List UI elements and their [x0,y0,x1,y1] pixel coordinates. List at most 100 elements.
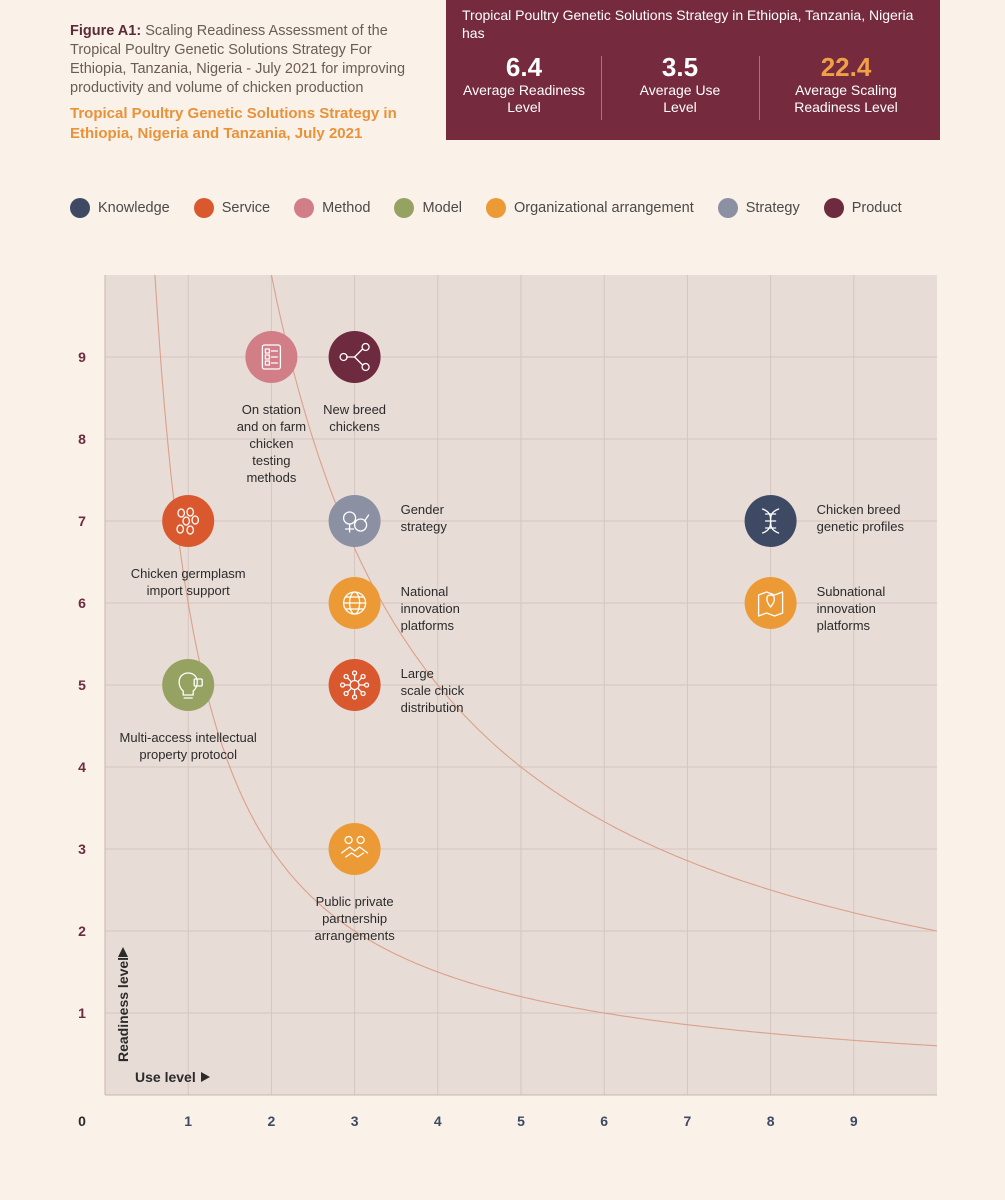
y-tick-label: 3 [78,841,86,857]
y-tick-label: 1 [78,1005,86,1021]
legend-swatch [70,198,90,218]
legend-item-product: Product [823,198,902,218]
icon-shape [343,690,349,697]
icon-shape [357,677,363,683]
x-tick-label: 9 [850,1113,858,1129]
point-label-line: methods [246,470,296,485]
point-label-line: scale chick [401,683,465,698]
stat-value: 22.4 [820,52,872,82]
point-label-line: chickens [329,419,380,434]
icon-shape [264,360,271,366]
icon-shape [353,518,368,532]
point-label-line: New breed [323,402,386,417]
data-point: Multi-access intellectual property protoc… [120,659,257,762]
icon-shape [356,835,365,845]
tick-labels: 1 2 3 4 5 6 7 8 9 1 2 3 4 5 6 7 8 9 0 [78,349,858,1129]
legend-label: Service [221,200,271,216]
point-label-line: arrangements [314,928,395,943]
stat-label: Average Readiness Level [463,82,585,115]
point-label-line: innovation [817,601,876,616]
legend-swatch [193,198,214,218]
point-label-line: platforms [401,618,455,633]
x-tick-label: 1 [184,1113,192,1129]
data-point: Subnational innovation platforms [744,577,886,633]
legend-item-service: Service [193,198,271,218]
icon-shape [351,670,358,676]
legend-swatch [823,198,844,218]
y-tick-label: 2 [78,923,86,939]
legend-item-method: Method [294,198,370,218]
point-label-line: Gender [401,502,445,517]
icon-shape [357,687,363,693]
point-label-line: Chicken germplasm [131,566,246,581]
icon-shape [182,516,191,526]
legend-item-model: Model [394,198,462,218]
x-tick-label: 7 [684,1113,692,1129]
legend-item-organizational-arrangement: Organizational arrangement [485,198,694,218]
x-tick-label: 8 [767,1113,775,1129]
point-label-line: import support [147,583,230,598]
point-label-line: Public private [316,894,394,909]
icon-shape [193,678,203,687]
legend-label: Knowledge [98,200,170,216]
icon-shape [176,524,185,534]
data-point: New breed chickens [323,331,386,434]
figure-text: Scaling Readiness Assessment of the Trop… [70,23,406,96]
point-label: Chicken germplasm import support [131,566,246,598]
icon-shape [344,835,353,845]
icon-shape [363,682,370,688]
icon-shape [346,677,352,683]
legend-item-strategy: Strategy [717,198,800,218]
point-label-line: testing [252,453,290,468]
figure-label: Figure A1: [70,23,142,39]
icon-shape [264,354,271,360]
point-label: National innovation platforms [401,584,460,633]
figure-subtitle: Tropical Poultry Genetic Solutions Strat… [70,105,397,142]
icon-shape [339,352,348,362]
point-label-line: Subnational [817,584,886,599]
point-label: Chicken breed genetic profiles [817,502,905,534]
legend: Knowledge Service Method Model Organizat… [70,198,926,218]
icon-shape [339,682,346,688]
y-tick-label: 7 [78,513,86,529]
point-label: Public private partnership arrangements [314,894,395,943]
point-label-line: National [401,584,449,599]
point-label: Multi-access intellectual property protoc… [120,730,257,762]
point-label-line: genetic profiles [817,519,905,534]
point-label-line: chicken [249,436,293,451]
eggs-icon [176,507,200,535]
stat-scaling: 22.4 Average Scaling Readiness Level [780,52,912,116]
data-point: Public private partnership arrangements [314,823,395,943]
iso-curve-product-6 [154,274,938,1047]
point-label: Subnational innovation platforms [817,584,886,633]
legend-swatch [717,198,738,218]
icon-shape [361,342,370,352]
icon-shape [344,852,365,858]
icon-shape [346,687,352,693]
y-tick-label: 9 [78,349,86,365]
legend-swatch [485,198,506,218]
x-axis-label: Use level [135,1069,196,1085]
figure-caption: Figure A1: Scaling Readiness Assessment … [70,22,430,144]
x-tick-label: 6 [600,1113,608,1129]
icon-shape [177,508,186,518]
summary-intro: Tropical Poultry Genetic Solutions Strat… [462,7,914,41]
data-point: National innovation platforms [328,577,460,633]
icon-shape [363,514,370,522]
y-tick-label: 5 [78,677,86,693]
icon-shape [343,673,349,680]
dna-icon [761,508,780,534]
point-label-line: Multi-access intellectual [120,730,257,745]
y-tick-label: 8 [78,431,86,447]
point-marker [162,659,215,711]
data-point: Chicken germplasm import support [131,495,246,598]
point-label-line: platforms [817,618,871,633]
point-label: Gender strategy [401,502,448,534]
stat-label: Average Scaling Readiness Level [794,82,898,115]
summary-panel: Tropical Poultry Genetic Solutions Strat… [446,0,940,140]
stat-value: 3.5 [661,52,699,82]
data-point: Large scale chick distribution [328,659,465,715]
icon-shape [757,591,784,617]
y-tick-label: 4 [78,759,86,775]
data-point: Gender strategy [328,495,448,547]
